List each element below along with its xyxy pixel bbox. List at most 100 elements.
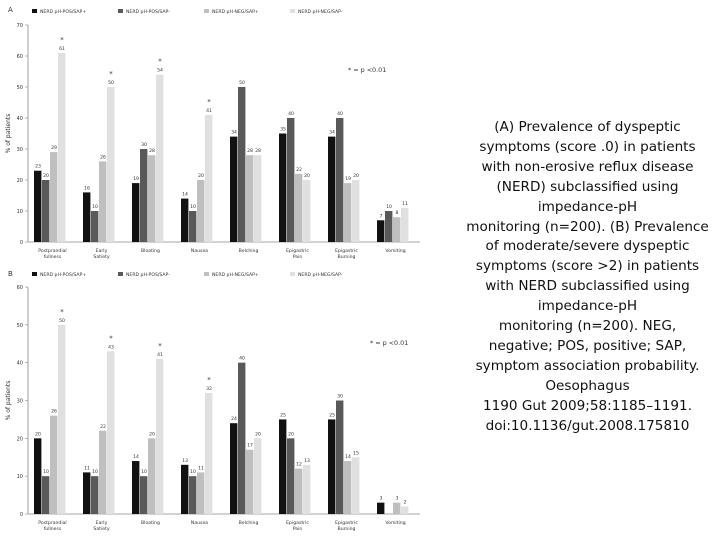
x-tick-label: Postprandial [38, 520, 66, 526]
legend-swatch [204, 272, 209, 276]
bar [132, 461, 140, 514]
data-label: 26 [100, 154, 106, 160]
data-label: 13 [182, 458, 188, 464]
data-label: 30 [337, 394, 343, 400]
data-label: 10 [386, 204, 392, 210]
y-tick-label: 10 [17, 209, 23, 215]
chart-panel-b: B NERD pH-POS/SAP+ NERD pH-POS/SAP- NERD pH… [0, 268, 455, 540]
bar [328, 136, 336, 242]
data-label: 40 [288, 111, 294, 117]
data-label: 29 [51, 145, 57, 151]
bar [385, 211, 393, 242]
x-tick-label: Epigastric [335, 520, 358, 526]
data-label: 50 [59, 318, 65, 324]
significance-annotation: * = p <0.01 [370, 339, 408, 347]
data-label: 25 [329, 412, 335, 418]
bar [238, 362, 246, 514]
data-label: 16 [84, 185, 90, 191]
bar [303, 464, 311, 514]
x-tick-label: Epigastric [286, 248, 309, 254]
legend-entry: NERD pH-POS/SAP+ [40, 9, 86, 15]
y-axis-label: % of patients [5, 114, 12, 154]
significance-marker: * [207, 376, 211, 384]
bar [50, 415, 58, 514]
bar [132, 183, 140, 242]
data-label: 26 [51, 409, 57, 415]
x-tick-label: fullness [44, 526, 62, 532]
data-label: 50 [108, 80, 114, 86]
y-tick-label: 70 [17, 23, 23, 29]
bar [287, 118, 295, 242]
bar [238, 87, 246, 242]
y-tick-label: 10 [17, 474, 23, 480]
bar [254, 155, 262, 242]
x-tick-label: Vomiting [385, 520, 405, 526]
caption-line: (NERD) subclassified using [496, 178, 679, 195]
bar [352, 180, 360, 242]
data-label: 14 [133, 454, 139, 460]
data-label: 11 [84, 465, 90, 471]
x-tick-label: Satiety [93, 254, 109, 260]
bar [34, 438, 42, 514]
data-label: 50 [239, 80, 245, 86]
data-label: 12 [296, 462, 302, 468]
y-tick-label: 60 [17, 285, 23, 291]
data-label: 19 [345, 176, 351, 182]
caption-line: monitoring (n=200). (B) Prevalence [466, 218, 709, 235]
significance-annotation: * = p <0.01 [348, 66, 386, 74]
data-label: 15 [353, 450, 359, 456]
legend-entry: NERD pH-NEG/SAP+ [212, 9, 259, 15]
y-tick-label: 60 [17, 54, 23, 60]
bar [377, 220, 385, 242]
data-label: 3 [396, 496, 399, 502]
data-label: 3 [380, 496, 383, 502]
data-label: 54 [157, 68, 163, 74]
data-label: 8 [396, 210, 399, 216]
data-label: 11 [402, 201, 408, 207]
data-label: 23 [35, 164, 41, 170]
data-label: 28 [247, 148, 253, 154]
significance-marker: * [109, 334, 113, 342]
bar [181, 198, 189, 242]
data-label: 22 [296, 167, 302, 173]
data-label: 41 [206, 108, 212, 114]
y-axis-label: % of patients [5, 381, 12, 421]
data-label: 35 [280, 127, 286, 133]
caption-line: doi:10.1136/gut.2008.175810 [485, 417, 690, 434]
bar [42, 476, 50, 514]
x-tick-label: Pain [293, 254, 303, 260]
y-tick-label: 50 [17, 323, 23, 329]
x-tick-label: Nausea [191, 248, 208, 254]
bar [279, 133, 287, 242]
bar [34, 170, 42, 242]
data-label: 17 [247, 443, 253, 449]
legend-swatch [290, 9, 295, 13]
data-label: 34 [329, 130, 335, 136]
data-label: 13 [304, 458, 310, 464]
bar [328, 419, 336, 514]
bar [99, 161, 107, 242]
data-label: 28 [149, 148, 155, 154]
bar [344, 183, 352, 242]
y-tick-label: 40 [17, 116, 23, 122]
x-tick-label: fullness [44, 254, 62, 260]
data-label: 20 [43, 173, 49, 179]
caption-line: symptoms (score .0) in patients [479, 138, 696, 155]
x-tick-label: Epigastric [286, 520, 309, 526]
caption-line: 1190 Gut 2009;58:1185–1191. [482, 397, 693, 414]
legend-entry: NERD pH-NEG/SAP- [298, 9, 343, 15]
caption-line: negative; POS, positive; SAP, [488, 337, 687, 354]
y-tick-label: 0 [20, 512, 23, 518]
data-label: 30 [141, 142, 147, 148]
bar [99, 430, 107, 514]
x-tick-label: Epigastric [335, 248, 358, 254]
data-label: 40 [337, 111, 343, 117]
data-label: 24 [231, 416, 237, 422]
significance-marker: * [158, 342, 162, 350]
legend-swatch [32, 272, 37, 276]
caption-line: impedance-pH [537, 198, 638, 215]
data-label: 22 [100, 424, 106, 430]
significance-marker: * [207, 98, 211, 106]
caption-line: of moderate/severe dyspeptic [485, 238, 690, 255]
legend-swatch [118, 9, 123, 13]
